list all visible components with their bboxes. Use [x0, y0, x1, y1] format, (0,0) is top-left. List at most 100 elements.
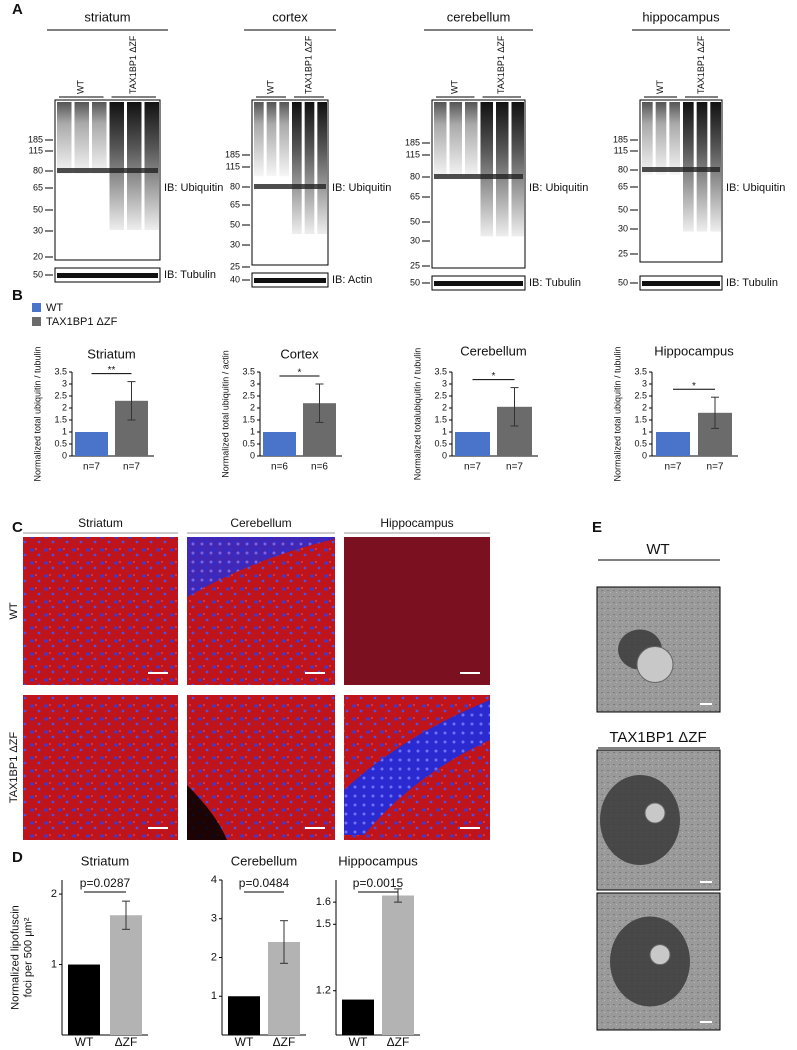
- legend-swatch: [32, 317, 41, 326]
- loading-band: [434, 281, 523, 286]
- y-tick-label: 3: [211, 913, 217, 925]
- y-tick-label: 2.5: [54, 390, 67, 400]
- x-tick-label: n=6: [311, 462, 328, 473]
- em-inclusion: [600, 775, 680, 865]
- panel-label: E: [592, 519, 602, 536]
- y-axis-label: Normalized total ubiquitin / actin: [220, 350, 230, 478]
- significance: p=0.0015: [353, 876, 404, 890]
- y-tick-label: 0.5: [634, 438, 647, 448]
- blot-image: [431, 99, 526, 269]
- x-tick-label: n=7: [506, 462, 523, 473]
- mw-label: 50: [230, 219, 240, 229]
- x-tick-label: ΔZF: [273, 1035, 296, 1049]
- lane-label: WT: [265, 80, 275, 94]
- loading-ib: IB: Tubulin: [164, 269, 216, 281]
- mw-label: 20: [33, 251, 43, 261]
- significance: *: [298, 368, 302, 379]
- blot-image: [639, 99, 723, 263]
- y-tick-label: 1.5: [634, 414, 647, 424]
- mw-label: 185: [28, 134, 43, 144]
- y-tick-label: 1.5: [434, 414, 447, 424]
- x-tick-label: ΔZF: [115, 1035, 138, 1049]
- column-title: Hippocampus: [380, 516, 453, 530]
- em-inclusion: [610, 916, 690, 1007]
- lane-label: WT: [450, 80, 460, 94]
- lane-label: TAX1BP1 ΔZF: [696, 35, 706, 94]
- blot-lane: [449, 102, 462, 178]
- chart-title: Hippocampus: [338, 853, 418, 868]
- x-tick-label: n=7: [123, 462, 140, 473]
- micrograph: [23, 695, 178, 840]
- y-axis-label: Normalized total ubiquitin / tubulin: [612, 346, 622, 481]
- x-tick-label: WT: [75, 1035, 94, 1049]
- em-vacuole: [644, 802, 666, 824]
- mw-label: 30: [618, 223, 628, 233]
- blot-band: [434, 174, 523, 179]
- bar: [110, 915, 142, 1035]
- y-tick-label: 3.5: [242, 366, 255, 376]
- blot-lane: [710, 102, 721, 232]
- blot-lane: [434, 102, 447, 178]
- y-tick-label: 1.5: [242, 414, 255, 424]
- mw-label: 80: [230, 181, 240, 191]
- blot-band: [254, 184, 326, 189]
- chart-title: Striatum: [81, 853, 129, 868]
- blot-image: [54, 99, 161, 261]
- blot-lane: [317, 102, 327, 234]
- y-tick-label: 1: [642, 426, 647, 436]
- y-tick-label: 1.2: [316, 985, 331, 997]
- mw-label: 25: [618, 248, 628, 258]
- mw-label: 80: [618, 164, 628, 174]
- y-tick-label: 1.6: [316, 896, 331, 908]
- blot-lane: [696, 102, 708, 232]
- blot-lane: [642, 102, 653, 175]
- mw-label: 115: [614, 145, 628, 155]
- row-label: WT: [8, 602, 20, 619]
- micrograph: [23, 537, 178, 685]
- mw-label: 65: [618, 181, 628, 191]
- y-tick-label: 3: [442, 378, 447, 388]
- x-tick-label: n=6: [271, 462, 288, 473]
- legend-label: TAX1BP1 ΔZF: [46, 316, 118, 328]
- x-tick-label: ΔZF: [387, 1035, 410, 1049]
- em-label: WT: [646, 541, 669, 558]
- mw-label: 185: [613, 134, 628, 144]
- y-tick-label: 0: [250, 450, 255, 460]
- micrograph-layer: [344, 700, 490, 835]
- chart-title: Striatum: [87, 346, 135, 361]
- y-axis-label: Normalized total ubiquitin / tubulin: [32, 346, 42, 481]
- ib-label: IB: Ubiquitin: [164, 182, 223, 194]
- mw-label: 80: [410, 171, 420, 181]
- mw-label: 115: [29, 145, 43, 155]
- bar: [382, 895, 414, 1035]
- mw-label: 65: [33, 182, 43, 192]
- mw-label: 185: [225, 149, 240, 159]
- blot-lane: [655, 102, 667, 175]
- loading-ib: IB: Tubulin: [726, 277, 778, 289]
- mw-label: 25: [410, 260, 420, 270]
- y-tick-label: 3: [62, 378, 67, 388]
- y-tick-label: 1: [211, 990, 217, 1002]
- blot-band: [57, 168, 158, 173]
- mw-label: 50: [410, 216, 420, 226]
- blot-lane: [480, 102, 493, 237]
- ib-label: IB: Ubiquitin: [529, 182, 588, 194]
- blot-lane: [496, 102, 509, 237]
- mw-label: 25: [230, 261, 240, 271]
- blot-lane: [279, 102, 289, 177]
- y-tick-label: 1.5: [316, 918, 331, 930]
- loading-ib: IB: Actin: [332, 274, 372, 286]
- bar: [263, 432, 296, 456]
- y-axis-label: Normalized lipofuscin: [9, 905, 21, 1010]
- y-tick-label: 2: [250, 402, 255, 412]
- blot-lane: [127, 102, 142, 230]
- mw-label: 50: [618, 204, 628, 214]
- loading-mw: 40: [230, 274, 240, 284]
- column-title: Striatum: [78, 516, 123, 530]
- y-tick-label: 1: [250, 426, 255, 436]
- loading-band: [57, 273, 158, 278]
- blot-lane: [92, 102, 107, 174]
- loading-mw: 50: [618, 277, 628, 287]
- blot-lane: [511, 102, 524, 237]
- loading-mw: 50: [33, 269, 43, 279]
